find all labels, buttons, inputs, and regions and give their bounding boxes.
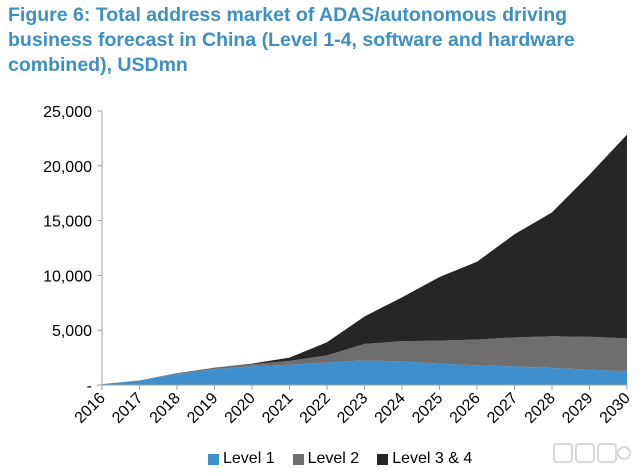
legend-item-level-2: Level 2 [292,450,360,468]
chart-title: Figure 6: Total address market of ADAS/a… [8,3,633,78]
legend: Level 1 Level 2 Level 3 & 4 [208,450,490,468]
watermark-logo-icon [553,443,631,463]
chart-axes [97,110,628,390]
legend-swatch-level-2 [292,453,304,465]
y-tick-label: 15,000 [43,214,92,231]
y-tick-label: 5,000 [52,323,92,340]
legend-swatch-level-1 [208,453,219,465]
x-tick-label: 2025 [409,390,446,427]
title-line-3: combined), USDmn [8,54,188,76]
x-tick-label: 2028 [522,390,559,427]
x-tick-label: 2020 [222,390,259,427]
legend-item-level-3-4: Level 3 & 4 [377,450,472,468]
legend-label-level-1: Level 1 [223,450,275,467]
legend-label-level-2: Level 2 [307,450,360,467]
x-tick-label: 2024 [372,390,409,427]
area-level-3-4 [102,134,627,385]
title-line-1: Figure 6: Total address market of ADAS/a… [8,4,568,26]
x-tick-label: 2018 [147,390,184,427]
x-tick-label: 2026 [447,390,484,427]
legend-item-level-1: Level 1 [208,450,275,468]
x-tick-label: 2029 [559,390,596,427]
area-level-1 [102,360,627,385]
x-tick-label: 2019 [184,390,221,427]
y-tick-label: 20,000 [43,159,92,176]
y-tick-label: - [87,378,92,395]
legend-label-level-3-4: Level 3 & 4 [392,450,473,467]
x-tick-label: 2027 [484,390,521,427]
y-tick-label: 25,000 [43,104,92,121]
x-tick-label: 2022 [297,390,334,427]
x-tick-label: 2023 [334,390,371,427]
legend-swatch-level-3-4 [377,453,389,465]
title-line-2: business forecast in China (Level 1-4, s… [8,29,575,51]
x-tick-label: 2021 [259,390,296,427]
y-tick-label: 10,000 [43,268,92,285]
x-tick-labels: 2016 2017 2018 2019 2020 2021 2022 2023 2024 2025… [72,390,634,427]
area-level-2 [102,336,627,385]
x-tick-label: 2017 [109,390,146,427]
x-tick-label: 2016 [72,390,109,427]
y-tick-labels: - 5,000 10,000 15,000 20,000 25,000 [43,104,92,395]
x-tick-label: 2030 [597,390,634,427]
series-areas [102,134,627,385]
